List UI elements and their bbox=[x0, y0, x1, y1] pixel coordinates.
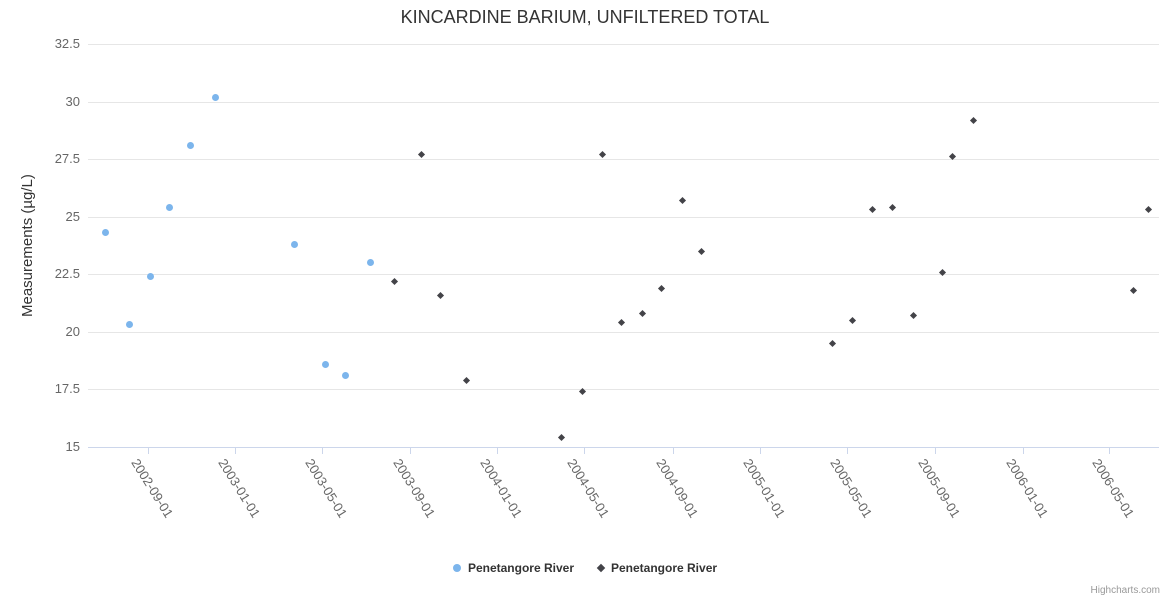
x-axis-tick-label: 2005-09-01 bbox=[915, 456, 964, 521]
y-axis-title: Measurements (µg/L) bbox=[19, 174, 36, 317]
data-point[interactable] bbox=[437, 291, 445, 299]
legend-label: Penetangore River bbox=[611, 561, 718, 575]
y-axis-tick-label: 32.5 bbox=[54, 36, 80, 51]
x-axis-tick bbox=[760, 448, 762, 454]
y-gridline bbox=[88, 44, 1159, 45]
x-axis-tick-label: 2002-09-01 bbox=[127, 456, 176, 521]
data-point[interactable] bbox=[888, 203, 897, 212]
data-point[interactable] bbox=[909, 312, 917, 320]
y-axis-tick-label: 20 bbox=[65, 323, 80, 339]
x-axis-tick bbox=[321, 448, 323, 454]
data-point[interactable] bbox=[291, 240, 299, 248]
data-point[interactable] bbox=[969, 116, 977, 124]
data-point[interactable] bbox=[211, 93, 219, 101]
data-point[interactable] bbox=[101, 229, 109, 237]
x-axis-tick-label: 2006-05-01 bbox=[1088, 456, 1137, 521]
data-point[interactable] bbox=[557, 434, 565, 442]
y-gridline bbox=[88, 101, 1159, 103]
data-point[interactable] bbox=[678, 197, 686, 205]
legend-item-penetangore-river-2[interactable]: Penetangore River bbox=[596, 561, 718, 575]
series-marker-diamond-icon bbox=[596, 563, 606, 573]
y-axis-tick-label: 25 bbox=[65, 208, 80, 224]
series-marker-circle-icon bbox=[452, 564, 461, 572]
y-gridline bbox=[88, 216, 1159, 218]
x-axis-tick-label: 2004-09-01 bbox=[652, 456, 701, 521]
data-point[interactable] bbox=[417, 150, 425, 159]
x-axis-tick bbox=[147, 448, 149, 454]
y-axis-tick-label: 15 bbox=[65, 439, 80, 454]
x-axis-tick-label: 2003-05-01 bbox=[301, 456, 350, 521]
y-axis-tick-label: 17.5 bbox=[54, 381, 80, 397]
legend-label: Penetangore River bbox=[467, 561, 574, 575]
data-point[interactable] bbox=[848, 316, 856, 324]
x-axis-tick bbox=[497, 448, 499, 454]
x-axis-tick-label: 2003-09-01 bbox=[390, 456, 439, 521]
x-axis-tick-label: 2006-01-01 bbox=[1002, 456, 1051, 521]
data-point[interactable] bbox=[366, 259, 374, 267]
x-axis-tick bbox=[235, 448, 237, 454]
data-point[interactable] bbox=[638, 309, 647, 317]
x-axis-tick bbox=[672, 448, 674, 454]
data-point[interactable] bbox=[186, 141, 194, 149]
x-axis-tick-label: 2004-05-01 bbox=[564, 456, 613, 521]
data-point[interactable] bbox=[147, 273, 154, 281]
x-axis-tick-label: 2005-05-01 bbox=[826, 456, 875, 521]
legend-item-penetangore-river-1[interactable]: Penetangore River bbox=[452, 561, 574, 575]
y-axis-tick-label: 22.5 bbox=[54, 266, 80, 282]
x-axis-tick bbox=[409, 448, 411, 454]
x-axis-tick-label: 2003-01-01 bbox=[215, 456, 264, 521]
legend: Penetangore River Penetangore River bbox=[0, 561, 1170, 575]
chart-title: KINCARDINE BARIUM, UNFILTERED TOTAL bbox=[400, 7, 770, 27]
data-point[interactable] bbox=[1145, 206, 1153, 214]
data-point[interactable] bbox=[598, 150, 606, 159]
y-gridline bbox=[88, 159, 1159, 161]
data-point[interactable] bbox=[462, 376, 471, 384]
x-axis-line bbox=[88, 447, 1159, 448]
x-axis-tick-label: 2004-01-01 bbox=[477, 456, 526, 521]
data-point[interactable] bbox=[828, 339, 836, 347]
x-axis-tick bbox=[934, 448, 936, 454]
x-axis-tick bbox=[1108, 448, 1110, 454]
y-axis-tick-label: 27.5 bbox=[54, 151, 80, 167]
data-point[interactable] bbox=[321, 360, 329, 368]
x-axis-tick-label: 2005-01-01 bbox=[740, 456, 789, 521]
credits-link[interactable]: Highcharts.com bbox=[1090, 585, 1160, 596]
data-point[interactable] bbox=[341, 372, 349, 380]
data-point[interactable] bbox=[126, 321, 134, 329]
y-gridline bbox=[88, 389, 1159, 391]
x-axis-tick bbox=[584, 448, 586, 454]
data-point[interactable] bbox=[658, 284, 666, 292]
data-point[interactable] bbox=[166, 204, 174, 211]
y-gridline bbox=[88, 274, 1159, 276]
data-point[interactable] bbox=[1130, 286, 1138, 294]
x-axis-tick bbox=[846, 448, 848, 454]
data-point[interactable] bbox=[868, 206, 876, 214]
y-axis-tick-label: 30 bbox=[65, 93, 80, 109]
x-axis-tick bbox=[1022, 448, 1024, 454]
data-point[interactable] bbox=[391, 277, 399, 285]
y-gridline bbox=[88, 331, 1159, 333]
data-point[interactable] bbox=[618, 319, 626, 327]
data-point[interactable] bbox=[578, 388, 586, 396]
data-point[interactable] bbox=[697, 247, 705, 255]
